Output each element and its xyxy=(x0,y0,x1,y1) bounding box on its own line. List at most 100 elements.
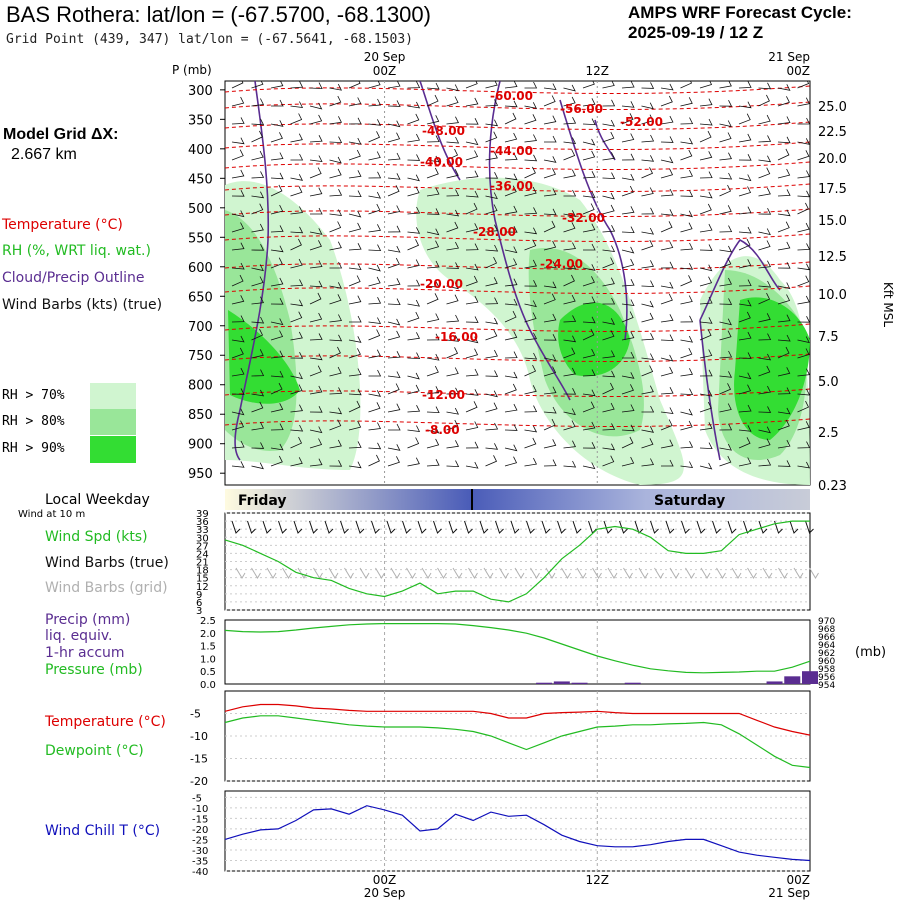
upper-wind-barb xyxy=(563,149,576,161)
upper-wind-barb xyxy=(310,207,323,215)
upper-wind-barb xyxy=(465,336,479,344)
upper-wind-barb xyxy=(329,419,342,431)
upper-wind-barb xyxy=(660,95,673,107)
precip-bar xyxy=(571,682,588,684)
upper-wind-barb xyxy=(738,81,752,89)
upper-wind-barb xyxy=(407,259,420,269)
upper-wind-barb xyxy=(699,223,713,233)
upper-wind-barb xyxy=(485,99,499,107)
upper-wind-barb xyxy=(270,277,284,287)
upper-wind-barb xyxy=(680,420,693,431)
upper-wind-barb xyxy=(426,208,440,215)
upper-wind-barb xyxy=(563,420,576,431)
upper-wind-barb xyxy=(270,318,284,326)
upper-wind-barb xyxy=(719,132,732,143)
upper-wind-barb xyxy=(446,96,459,107)
upper-wind-barb xyxy=(641,438,654,449)
upper-wind-barb xyxy=(504,153,518,161)
upper-wind-barb xyxy=(290,238,302,251)
upper-wind-barb xyxy=(485,349,499,359)
upper-wind-barb xyxy=(231,262,245,270)
upper-wind-barb xyxy=(524,154,538,162)
upper-wind-barb xyxy=(758,82,772,90)
surface-wind-barb-true xyxy=(743,520,752,534)
isotherm-label-8: -28.00 xyxy=(473,225,516,239)
height-tick-label: 25.0 xyxy=(818,100,847,115)
upper-wind-barb xyxy=(251,421,265,431)
upper-wind-barb xyxy=(641,300,654,308)
upper-wind-barb xyxy=(543,281,557,289)
upper-wind-barb xyxy=(270,382,283,395)
pressure-axis-label: P (mb) xyxy=(172,63,212,77)
upper-wind-barb xyxy=(407,405,421,413)
upper-wind-barb xyxy=(680,275,693,287)
surface-wind-barb-grid xyxy=(607,567,618,579)
upper-wind-barb xyxy=(446,84,459,92)
upper-wind-barb xyxy=(465,389,479,396)
upper-wind-barb xyxy=(349,315,362,323)
upper-wind-barb xyxy=(680,347,693,359)
upper-wind-barb xyxy=(563,408,576,416)
temperature-line xyxy=(224,703,811,736)
upper-wind-barb xyxy=(504,371,518,379)
upper-wind-barb xyxy=(699,401,712,413)
upper-wind-barb xyxy=(251,118,265,126)
surface-wind-barb-true xyxy=(309,520,318,534)
pressure-tick-label-right: 956 xyxy=(818,673,835,683)
upper-wind-barb xyxy=(368,151,381,161)
upper-wind-barb xyxy=(699,264,713,272)
upper-wind-barb xyxy=(348,388,362,396)
isotherm-9 xyxy=(225,285,810,294)
upper-wind-barb xyxy=(387,403,401,413)
isotherm-label-11: -16.00 xyxy=(435,330,478,344)
upper-wind-barb xyxy=(270,245,284,253)
upper-wind-barb xyxy=(446,367,459,377)
upper-wind-barb xyxy=(231,274,244,287)
upper-wind-barb xyxy=(309,155,323,162)
surface-wind-barb-true xyxy=(371,520,380,534)
pressure-label: Pressure (mb) xyxy=(45,662,143,678)
upper-wind-barb xyxy=(329,261,343,269)
model-grid-info: Model Grid ΔX: 2.667 km xyxy=(3,125,119,165)
upper-wind-barb xyxy=(602,277,615,287)
upper-wind-barb xyxy=(544,135,557,143)
upper-wind-barb xyxy=(348,170,362,179)
upper-wind-barb xyxy=(660,188,674,197)
upper-wind-barb xyxy=(348,336,362,343)
pressure-tick-label: 750 xyxy=(188,349,213,364)
upper-wind-barb xyxy=(738,425,752,432)
upper-wind-barb xyxy=(348,441,362,449)
upper-wind-barb xyxy=(777,419,790,431)
upper-wind-barb xyxy=(368,402,381,413)
upper-wind-barb xyxy=(270,298,284,305)
wind-tick-label: 27 xyxy=(196,541,209,552)
precip-bar xyxy=(553,681,570,684)
upper-wind-barb xyxy=(563,242,577,251)
upper-wind-barb xyxy=(660,439,674,449)
isotherm-11 xyxy=(225,353,810,362)
upper-wind-barb xyxy=(231,137,245,145)
upper-wind-barb xyxy=(543,188,557,197)
upper-wind-barb xyxy=(660,293,673,305)
isotherm-12 xyxy=(225,388,810,397)
upper-wind-barb xyxy=(582,171,596,179)
upper-wind-barb xyxy=(621,372,635,379)
upper-wind-barb xyxy=(465,97,479,107)
upper-wind-barb xyxy=(407,133,421,143)
upper-wind-barb xyxy=(329,366,342,377)
surface-wind-barb-true xyxy=(231,520,241,534)
isotherm-label-2: -52.00 xyxy=(620,115,663,129)
upper-wind-barb xyxy=(426,353,440,361)
pressure-tick-label: 450 xyxy=(188,172,213,187)
upper-wind-barb xyxy=(602,318,616,325)
upper-wind-barb xyxy=(270,172,284,180)
upper-wind-barb xyxy=(777,460,791,467)
upper-wind-barb xyxy=(231,169,245,179)
surface-wind-barb-true xyxy=(402,520,411,534)
upper-wind-barb xyxy=(446,189,460,197)
upper-wind-barb xyxy=(758,385,772,395)
surface-wind-barb-grid xyxy=(592,567,602,579)
isotherm-label-4: -44.00 xyxy=(490,144,533,158)
upper-wind-barb xyxy=(680,315,694,323)
precip-bar xyxy=(624,682,641,684)
